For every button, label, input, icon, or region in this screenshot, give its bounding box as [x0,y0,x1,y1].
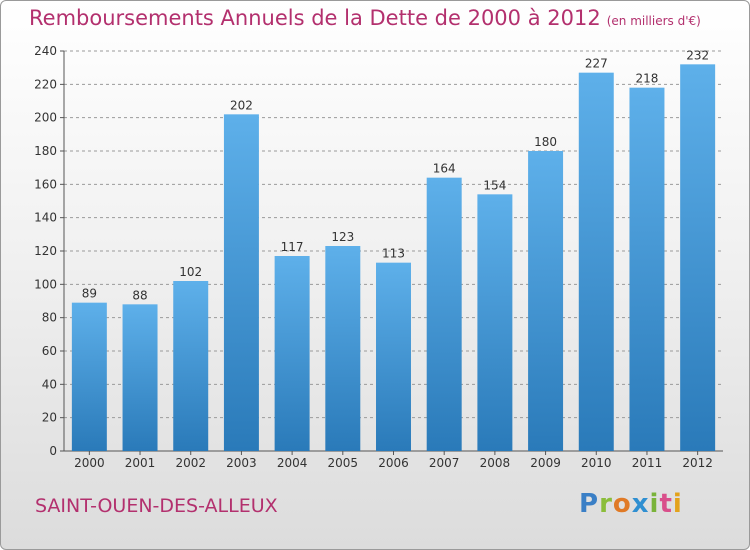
proxiti-logo: Proxiti [579,489,683,519]
x-tick-label-2012: 2012 [682,456,713,470]
data-label-2008: 154 [483,178,506,192]
bar-2011 [629,87,665,452]
bar-2005 [325,246,361,451]
bar-2007 [426,177,462,451]
x-tick-label-2006: 2006 [378,456,409,470]
y-tick-label: 200 [34,111,57,125]
chart-title: Remboursements Annuels de la Dette de 20… [29,6,701,30]
bar-2012 [680,64,716,452]
y-tick-label: 240 [34,44,57,58]
bar-2004 [274,256,310,451]
y-tick-label: 60 [42,344,57,358]
x-tick-label-2009: 2009 [530,456,561,470]
bar-2002 [173,281,209,451]
data-label-2005: 123 [331,230,354,244]
y-tick-label: 40 [42,377,57,391]
data-label-2012: 232 [686,48,709,62]
unit-label: (en milliers d'€) [606,14,701,28]
data-label-2003: 202 [230,98,253,112]
data-label-2009: 180 [534,135,557,149]
x-tick-label-2010: 2010 [581,456,612,470]
data-label-2007: 164 [433,162,456,176]
bar-2009 [528,151,564,451]
bar-2000 [71,302,107,451]
x-tick-label-2002: 2002 [175,456,206,470]
y-tick-label: 0 [49,444,57,458]
data-label-2004: 117 [281,240,304,254]
bar-2008 [477,194,513,452]
data-label-2002: 102 [179,265,202,279]
x-tick-label-2001: 2001 [125,456,156,470]
bar-2003 [223,114,259,451]
x-tick-label-2007: 2007 [429,456,460,470]
bar-2010 [578,72,614,452]
data-label-2010: 227 [585,57,608,71]
data-label-2011: 218 [636,72,659,86]
y-tick-label: 80 [42,311,57,325]
y-tick-label: 220 [34,77,57,91]
title-text: Remboursements Annuels de la Dette de 20… [29,6,601,30]
x-tick-label-2005: 2005 [328,456,359,470]
y-tick-label: 20 [42,411,57,425]
data-label-2006: 113 [382,247,405,261]
bars [71,64,716,452]
x-tick-label-2011: 2011 [632,456,663,470]
x-tick-label-2003: 2003 [226,456,257,470]
bar-2006 [376,262,411,451]
x-tick-label-2000: 2000 [74,456,105,470]
y-tick-label: 180 [34,144,57,158]
y-tick-label: 120 [34,244,57,258]
data-label-2000: 89 [82,287,97,301]
y-tick-label: 140 [34,211,57,225]
labels: 0 20 40 60 80 100 120 140 160 180 200 220 240 89 2000 8… [34,44,713,470]
commune-name: SAINT-OUEN-DES-ALLEUX [35,495,278,517]
y-tick-label: 100 [34,277,57,291]
x-tick-label-2004: 2004 [277,456,308,470]
y-tick-label: 160 [34,177,57,191]
data-label-2001: 88 [132,288,147,302]
bar-2001 [122,304,158,451]
x-tick-label-2008: 2008 [480,456,511,470]
